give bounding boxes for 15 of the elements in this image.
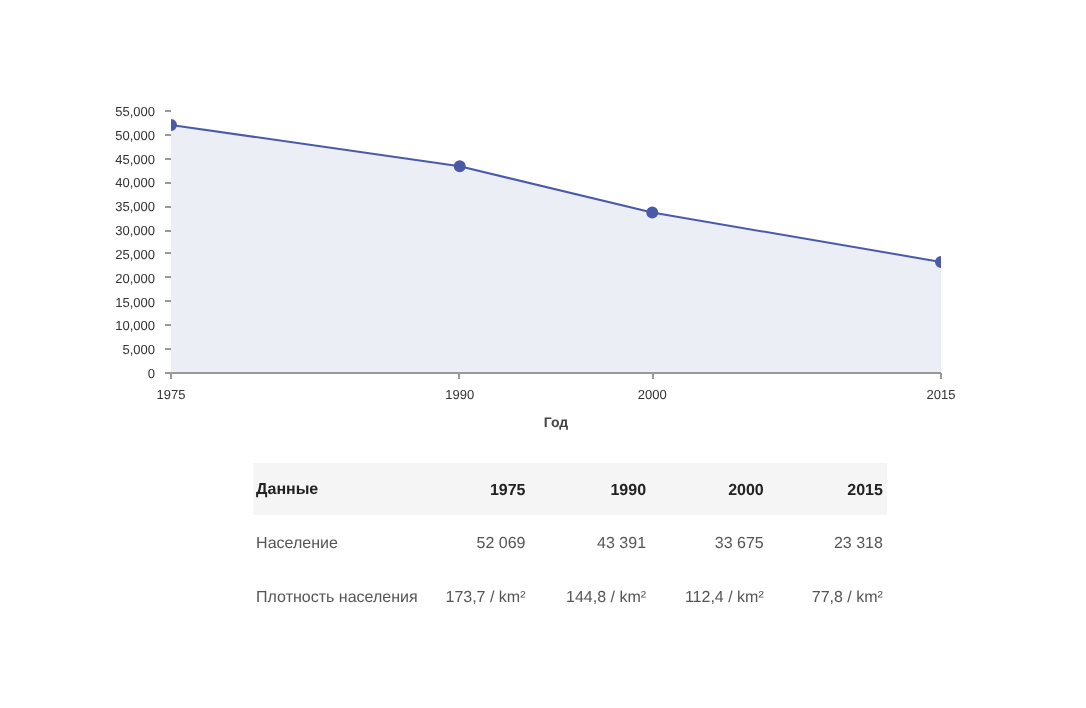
text: 77,8 / km² bbox=[811, 588, 884, 606]
text: 1975 bbox=[489, 481, 527, 499]
text: 2000 bbox=[728, 481, 765, 499]
text: 23 318 bbox=[833, 534, 884, 552]
text: 112,4 / km² bbox=[684, 588, 765, 606]
text: Плотность населения bbox=[256, 588, 418, 606]
text: 33 675 bbox=[714, 534, 765, 552]
text: Население bbox=[256, 534, 339, 552]
text: 43 391 bbox=[597, 534, 648, 552]
text: 1990 bbox=[610, 481, 648, 499]
text: 144,8 / km² bbox=[566, 588, 647, 606]
text: 52 069 bbox=[476, 534, 527, 552]
text: 2015 bbox=[847, 481, 884, 499]
text: 173,7 / km² bbox=[445, 588, 527, 606]
text: Данные bbox=[256, 480, 320, 498]
